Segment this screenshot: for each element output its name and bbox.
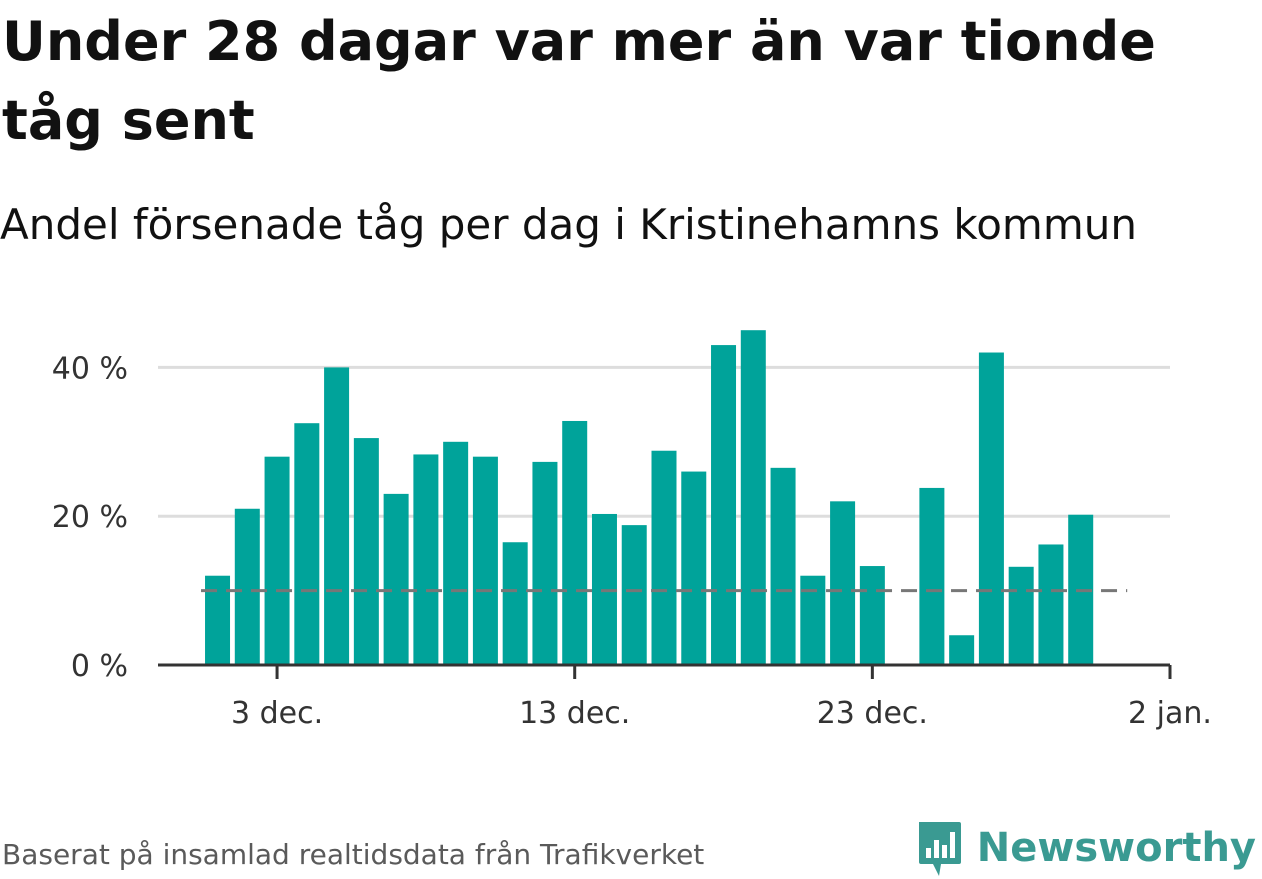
bar (978, 352, 1004, 665)
x-tick-label: 23 dec. (817, 696, 928, 731)
bar (532, 461, 558, 665)
bar-chart: 0 % 20 % 40 % 3 dec. 13 dec. 23 dec. 2 jan. (52, 330, 1212, 731)
bar (949, 635, 975, 665)
bars (205, 330, 1094, 665)
bar (324, 367, 350, 665)
brand-logo: Newsworthy (915, 818, 1256, 878)
bar (830, 501, 856, 665)
bar (859, 566, 885, 665)
bar (919, 487, 945, 665)
x-tick-label: 13 dec. (519, 696, 630, 731)
bar (562, 420, 588, 665)
bar (294, 423, 320, 665)
bar (1008, 566, 1034, 665)
bar (621, 525, 647, 665)
bar (681, 471, 707, 665)
source-note: Baserat på insamlad realtidsdata från Tr… (2, 838, 705, 871)
newsworthy-logo-icon (918, 822, 961, 876)
bar (502, 542, 528, 665)
bar (740, 330, 766, 665)
bar (770, 467, 796, 665)
chart-subtitle: Andel försenade tåg per dag i Kristineha… (0, 200, 1137, 249)
bar (413, 454, 439, 665)
x-tick-label: 3 dec. (231, 696, 323, 731)
y-tick-label: 0 % (71, 649, 128, 684)
bar (1038, 544, 1064, 665)
bar (353, 438, 379, 665)
brand-name: Newsworthy (976, 825, 1256, 871)
bar (264, 456, 290, 665)
bar (443, 441, 469, 665)
y-tick-label: 40 % (52, 351, 128, 386)
bar (383, 493, 409, 665)
axes: 0 % 20 % 40 % 3 dec. 13 dec. 23 dec. 2 jan. (52, 351, 1212, 731)
x-tick-label: 2 jan. (1128, 696, 1212, 731)
y-tick-label: 20 % (52, 500, 128, 535)
bar (651, 450, 677, 665)
bar (472, 456, 498, 665)
chart-title: Under 28 dagar var mer än var tionde tåg… (2, 10, 1156, 152)
bar (711, 345, 737, 665)
bar (234, 508, 260, 665)
